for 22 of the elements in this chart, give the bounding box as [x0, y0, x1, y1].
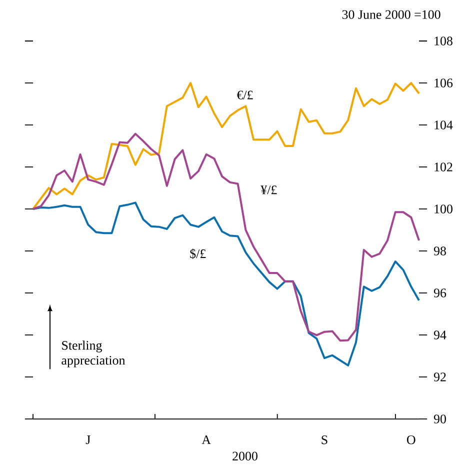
- y-tick-label: 92: [434, 372, 446, 382]
- line-series: [32, 132, 420, 342]
- x-tick-label: S: [322, 436, 328, 444]
- line-series: [32, 202, 420, 366]
- y-tick-label: 106: [434, 78, 453, 88]
- y-tick-label: 96: [434, 288, 446, 298]
- series-label: $/£: [190, 248, 206, 259]
- series-label: €/£: [236, 90, 253, 100]
- y-tick-label: 104: [434, 120, 453, 130]
- annotation: Sterling appreciation: [62, 340, 126, 368]
- y-tick-label: 90: [434, 414, 446, 424]
- x-axis-title: 2000: [232, 452, 258, 460]
- y-tick-label: 108: [434, 36, 452, 46]
- x-tick-label: A: [202, 436, 211, 444]
- y-axis-title: 30 June 2000 =100: [342, 10, 440, 19]
- y-tick-label: 100: [434, 204, 452, 214]
- x-tick-label: O: [406, 436, 416, 444]
- y-tick-label: 94: [434, 330, 446, 340]
- series-label: ¥/£: [260, 186, 277, 194]
- x-tick-label: J: [86, 436, 90, 444]
- y-tick-label: 98: [434, 246, 446, 256]
- y-tick-label: 102: [434, 162, 452, 172]
